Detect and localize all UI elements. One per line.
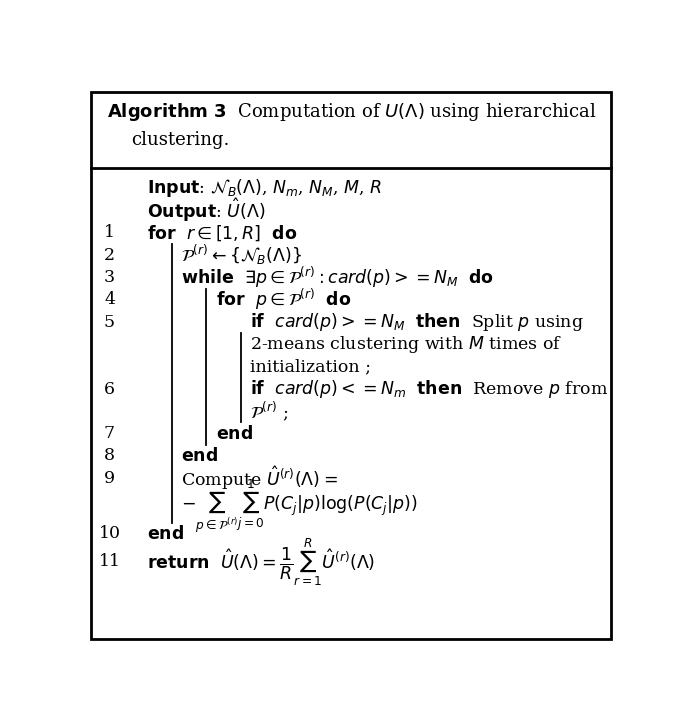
Text: 4: 4: [104, 291, 115, 308]
Text: $\mathbf{for}$  $p \in \mathcal{P}^{(r)}$  $\mathbf{do}$: $\mathbf{for}$ $p \in \mathcal{P}^{(r)}$…: [216, 287, 351, 313]
Text: $\mathbf{if}$  $card(p) <= N_m$  $\mathbf{then}$  Remove $p$ from: $\mathbf{if}$ $card(p) <= N_m$ $\mathbf{…: [250, 378, 608, 400]
Text: $\mathbf{if}$  $card(p) >= N_M$  $\mathbf{then}$  Split $p$ using: $\mathbf{if}$ $card(p) >= N_M$ $\mathbf{…: [250, 311, 584, 333]
Text: 1: 1: [104, 224, 115, 241]
Text: $\mathbf{while}$  $\exists p \in \mathcal{P}^{(r)} : card(p) >= N_M$  $\mathbf{d: $\mathbf{while}$ $\exists p \in \mathcal…: [181, 265, 494, 290]
Text: Compute $\hat{U}^{(r)}(\Lambda) =$: Compute $\hat{U}^{(r)}(\Lambda) =$: [181, 464, 338, 492]
Text: $\mathbf{return}$  $\hat{U}(\Lambda) = \dfrac{1}{R}\sum_{r=1}^{R} \hat{U}^{(r)}(: $\mathbf{return}$ $\hat{U}(\Lambda) = \d…: [147, 536, 375, 588]
Text: $\mathbf{end}$: $\mathbf{end}$: [147, 525, 184, 543]
Text: 5: 5: [104, 313, 115, 331]
Text: 2-means clustering with $M$ times of: 2-means clustering with $M$ times of: [250, 334, 562, 355]
Text: $\mathbf{Input}$: $\mathcal{N}_B(\Lambda)$, $N_m$, $N_M$, $M$, $R$: $\mathbf{Input}$: $\mathcal{N}_B(\Lambda…: [147, 177, 382, 199]
Text: $-\sum_{p \in \mathcal{P}^{(r)}} \sum_{j=0}^{1} P(C_j|p) \log(P(C_j|p))$: $-\sum_{p \in \mathcal{P}^{(r)}} \sum_{j…: [181, 477, 418, 535]
Text: $\mathbf{end}$: $\mathbf{end}$: [216, 425, 253, 442]
Text: 8: 8: [104, 447, 115, 464]
Text: initialization ;: initialization ;: [250, 358, 371, 375]
Text: 7: 7: [104, 425, 115, 442]
Text: 3: 3: [104, 269, 115, 286]
Text: $\mathcal{P}^{(r)}$ ;: $\mathcal{P}^{(r)}$ ;: [250, 400, 288, 423]
Text: clustering.: clustering.: [131, 131, 229, 149]
Text: 6: 6: [104, 381, 115, 397]
Text: 2: 2: [104, 247, 115, 264]
Text: $\mathbf{Algorithm\ 3}$  Computation of $U(\Lambda)$ using hierarchical: $\mathbf{Algorithm\ 3}$ Computation of $…: [107, 101, 597, 123]
FancyBboxPatch shape: [91, 93, 611, 639]
Text: 10: 10: [99, 526, 121, 542]
Text: $\mathbf{for}$  $r \in [1, R]$  $\mathbf{do}$: $\mathbf{for}$ $r \in [1, R]$ $\mathbf{d…: [147, 223, 297, 243]
Text: $\mathcal{P}^{(r)} \leftarrow \{\mathcal{N}_B(\Lambda)\}$: $\mathcal{P}^{(r)} \leftarrow \{\mathcal…: [181, 243, 302, 267]
Text: 11: 11: [99, 553, 121, 571]
Text: $\mathbf{end}$: $\mathbf{end}$: [181, 447, 219, 465]
Text: 9: 9: [104, 470, 115, 487]
Text: $\mathbf{Output}$: $\hat{U}(\Lambda)$: $\mathbf{Output}$: $\hat{U}(\Lambda)$: [147, 197, 265, 224]
